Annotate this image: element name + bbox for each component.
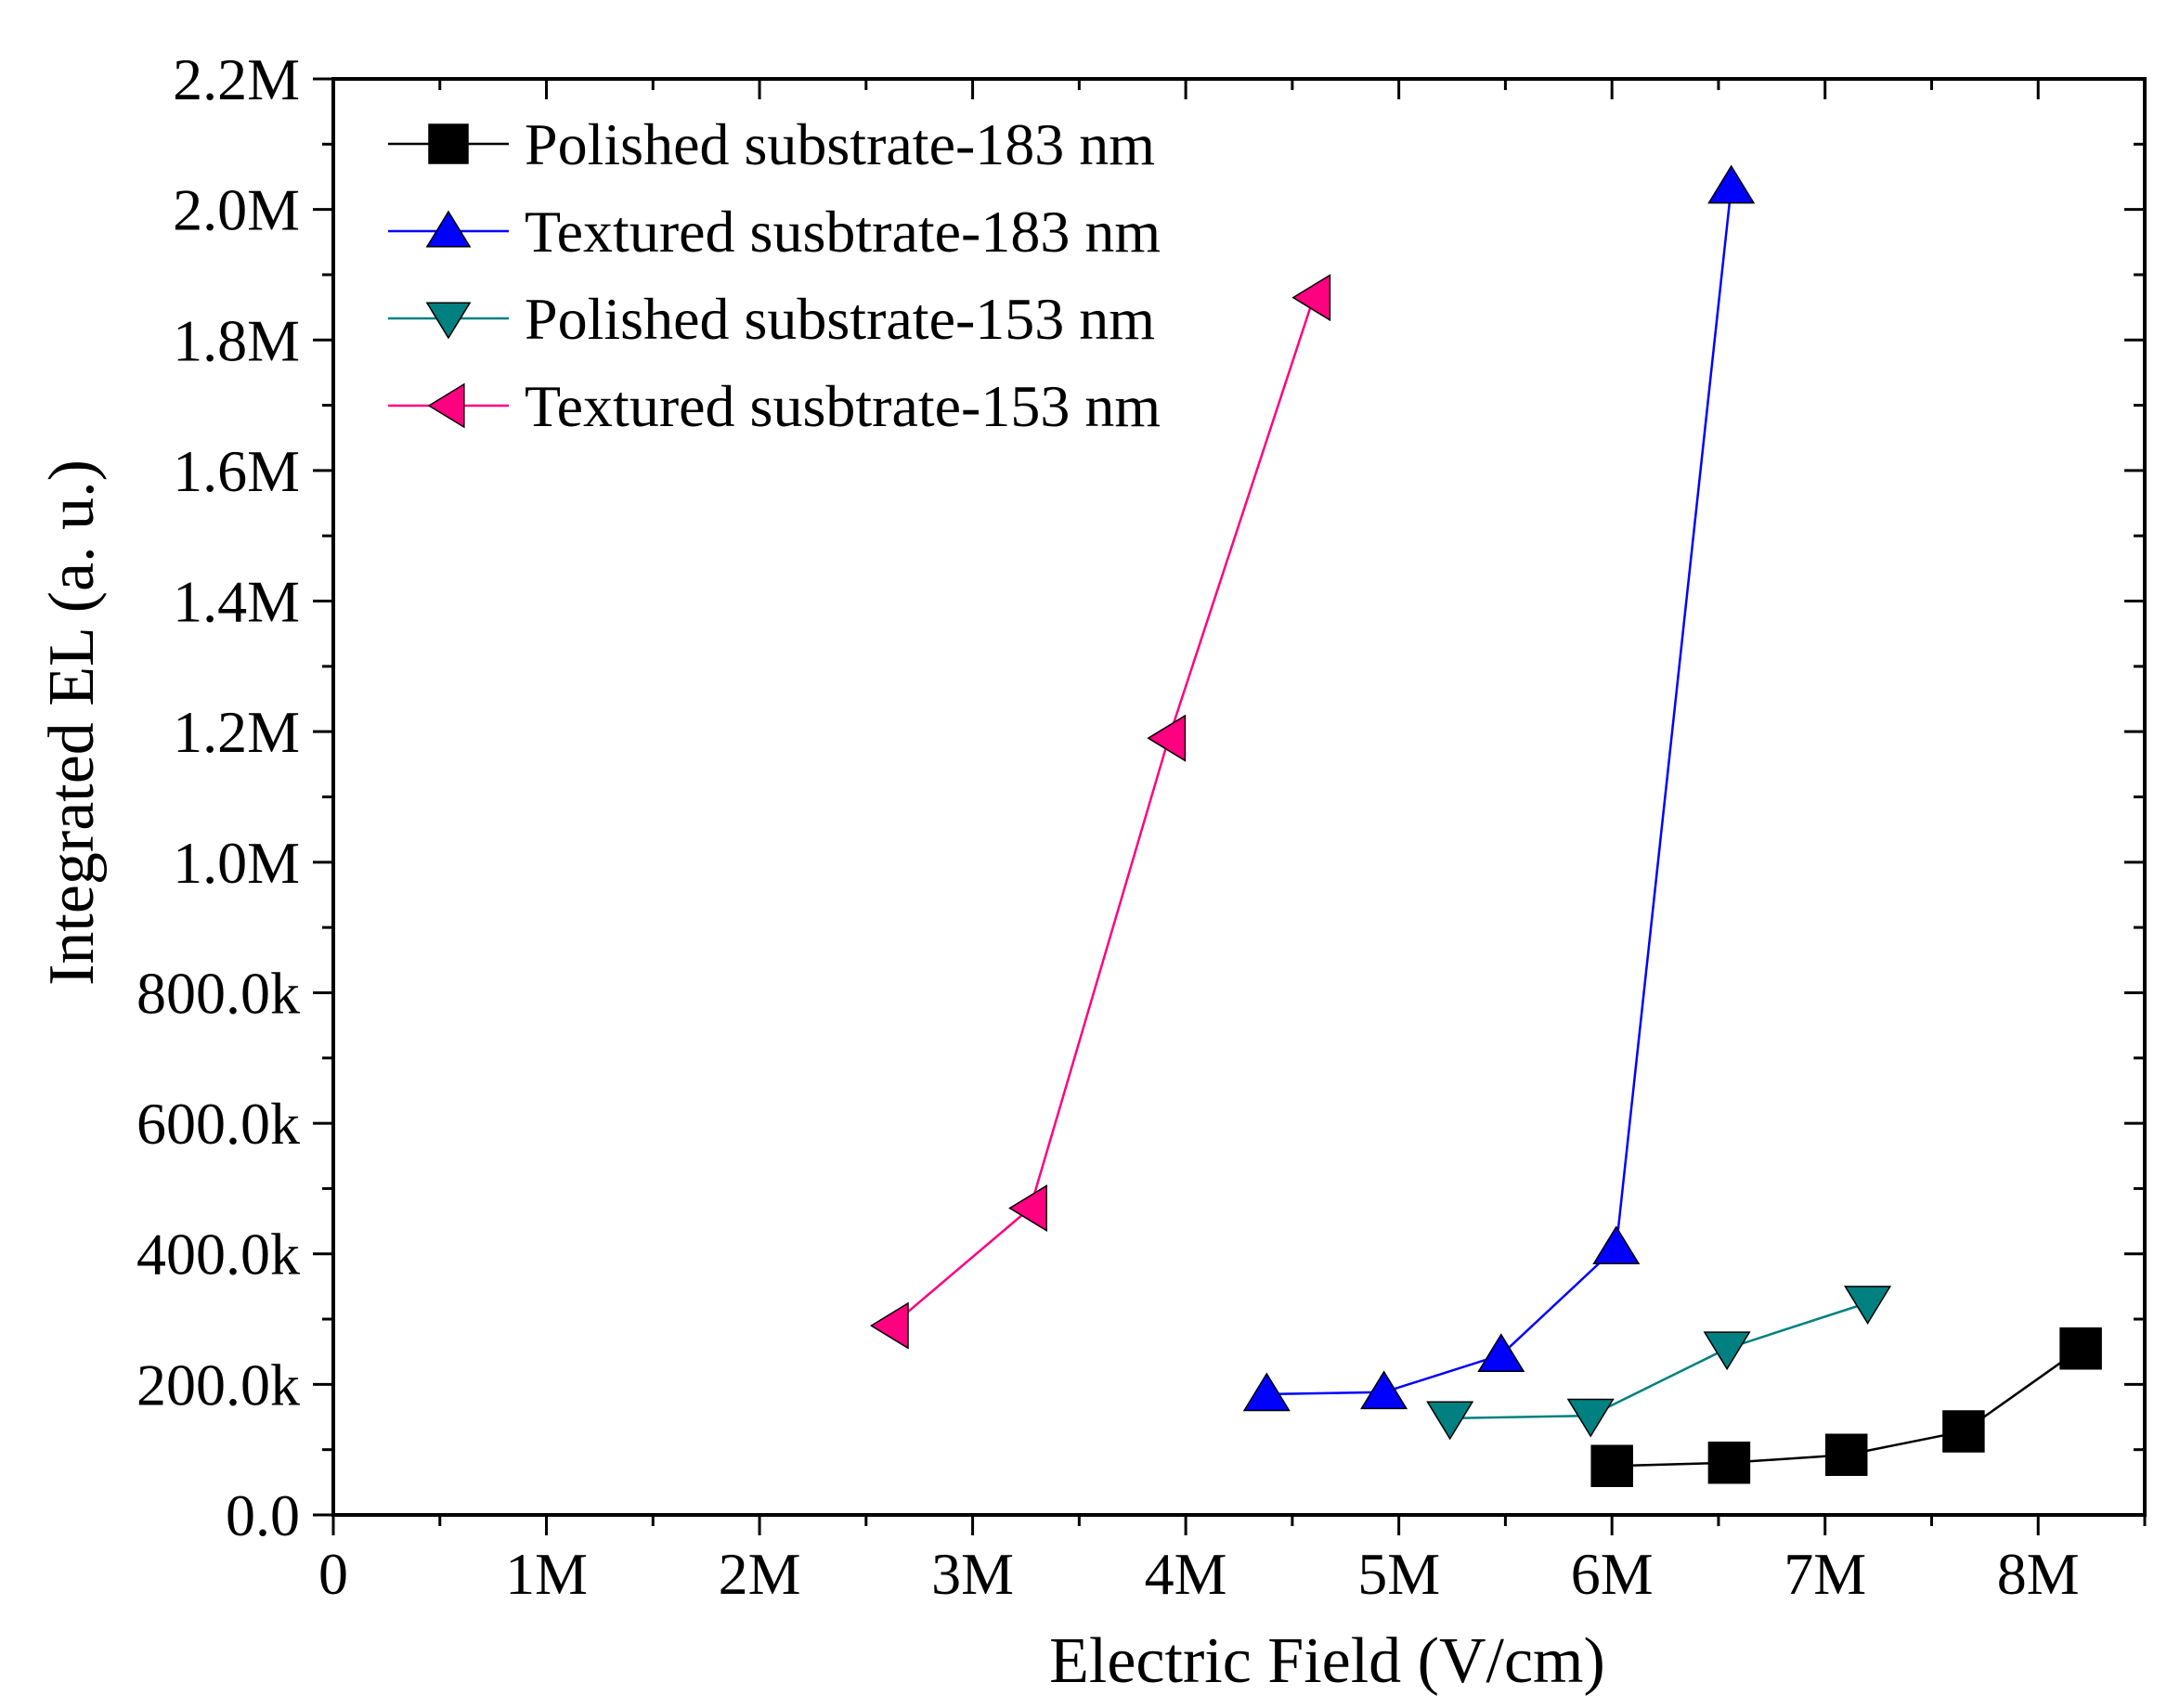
y-tick-label: 2.0M	[173, 177, 300, 243]
series-1-point-3	[1824, 1433, 1868, 1477]
series-4-point-1	[869, 1301, 909, 1350]
x-axis-title: Electric Field (V/cm)	[1049, 1625, 1605, 1697]
series-1-point-5	[2059, 1326, 2102, 1370]
x-tick-label: 4M	[1145, 1541, 1227, 1607]
series-3-point-3	[1703, 1331, 1751, 1371]
legend-entry-4: Textured susbtrate-153 nm	[388, 373, 1161, 439]
y-tick-label: 1.4M	[173, 569, 300, 635]
legend-marker	[427, 382, 465, 429]
legend-label: Polished substrate-183 nm	[525, 111, 1155, 177]
y-tick-label: 1.6M	[173, 438, 300, 504]
series-2	[1242, 164, 1756, 1412]
series-2-point-3	[1477, 1333, 1525, 1373]
series-2-point-2	[1360, 1370, 1408, 1410]
x-tick-label: 8M	[1997, 1541, 2080, 1607]
legend: Polished substrate-183 nm Textured susbtr…	[388, 111, 1161, 439]
series-1-point-4	[1942, 1410, 1985, 1453]
series-1	[1590, 1326, 2102, 1488]
legend-entry-3: Polished substrate-153 nm	[388, 286, 1155, 352]
axes: 0 1M 2M 3M 4M 5M 6M 7M 8M 0.0 200.0k 400.0k 600.0k 80…	[36, 46, 2147, 1697]
y-tick-label: 1.0M	[173, 830, 300, 896]
x-tick-label: 5M	[1357, 1541, 1440, 1607]
x-tick-label: 7M	[1784, 1541, 1866, 1607]
y-tick-label: 2.2M	[173, 46, 300, 112]
series-3-line	[1449, 1301, 1868, 1420]
y-tick-label: 1.2M	[173, 699, 300, 765]
x-tick-label: 1M	[505, 1541, 588, 1607]
x-tick-label: 6M	[1571, 1541, 1654, 1607]
series-4-point-2	[1008, 1184, 1047, 1233]
plot-area	[869, 164, 2102, 1488]
series-4-line	[890, 297, 1315, 1327]
series-4-point-3	[1147, 714, 1187, 762]
series-2-point-5	[1707, 164, 1756, 204]
series-1-point-1	[1590, 1444, 1633, 1488]
y-tick-label: 0.0	[226, 1482, 300, 1548]
series-3-point-4	[1844, 1286, 1892, 1325]
series-2-point-1	[1242, 1372, 1291, 1412]
x-tick-label: 2M	[719, 1541, 801, 1607]
y-axis-title: Integrated EL (a. u.)	[36, 459, 108, 986]
series-3-point-2	[1566, 1398, 1615, 1438]
legend-label: Textured susbtrate-183 nm	[525, 199, 1161, 265]
series-2-line	[1266, 186, 1732, 1396]
series-3	[1426, 1286, 1892, 1441]
y-tick-label: 1.8M	[173, 307, 300, 373]
y-tick-label: 200.0k	[136, 1352, 300, 1417]
series-1-point-2	[1707, 1441, 1751, 1484]
legend-label: Polished substrate-153 nm	[525, 286, 1155, 352]
y-tick-label: 800.0k	[136, 960, 300, 1026]
legend-marker	[425, 210, 472, 248]
legend-label: Textured susbtrate-153 nm	[525, 373, 1161, 439]
y-tick-label: 600.0k	[136, 1091, 300, 1157]
x-tick-label: 0	[318, 1541, 348, 1607]
series-3-point-1	[1426, 1401, 1474, 1441]
x-tick-label: 3M	[931, 1541, 1014, 1607]
series-2-point-4	[1592, 1225, 1641, 1265]
legend-marker	[425, 302, 472, 340]
legend-entry-2: Textured susbtrate-183 nm	[388, 199, 1161, 265]
series-4-point-4	[1291, 274, 1331, 322]
legend-entry-1: Polished substrate-183 nm	[388, 111, 1155, 177]
series-4	[869, 274, 1331, 1350]
y-tick-label: 400.0k	[136, 1222, 300, 1287]
legend-marker	[428, 123, 469, 164]
